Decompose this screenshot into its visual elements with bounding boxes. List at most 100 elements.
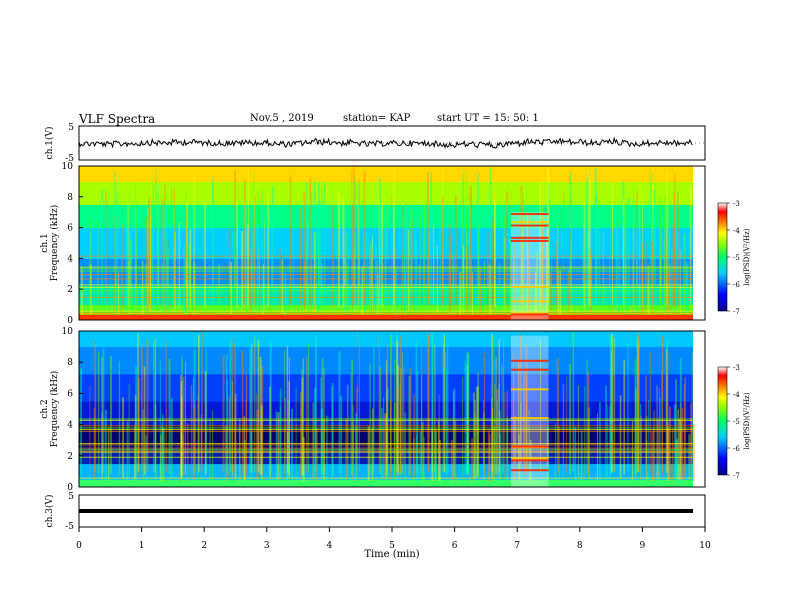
spectrogram-cell	[651, 242, 654, 313]
spectrogram-cell	[610, 351, 612, 474]
spectrogram-cell	[510, 286, 549, 289]
spectrogram-cell	[483, 353, 485, 474]
spectrogram-cell	[562, 384, 564, 477]
spectrogram-cell	[122, 397, 124, 479]
spectrogram-cell	[194, 404, 196, 479]
spectrogram-cell	[166, 239, 169, 312]
spectrogram-cell	[165, 339, 167, 473]
spectrogram-cell	[79, 300, 693, 306]
spectrogram-cell	[510, 212, 549, 320]
spectrogram-cell	[233, 208, 236, 309]
spectrogram-cell	[89, 264, 92, 315]
spectrogram-cell	[163, 201, 165, 309]
spectrogram-cell	[106, 193, 108, 308]
spectrogram-cell	[396, 388, 398, 478]
spectrogram-cell	[465, 169, 468, 305]
spectrogram-cell	[352, 404, 354, 479]
spectrogram-cell	[321, 189, 323, 307]
spectrogram-cell	[145, 218, 148, 310]
spectrogram-cell	[431, 428, 434, 482]
spectrogram-cell	[523, 371, 526, 476]
spectrogram-cell	[79, 366, 693, 371]
spectrogram-cell	[147, 207, 149, 309]
spectrogram-cell	[496, 400, 498, 479]
spectrogram-cell	[160, 198, 163, 308]
spectrogram-cell	[229, 339, 232, 473]
colorbar-tick-label: -6	[733, 281, 740, 289]
waveform-ch1-ytick-top: 5	[68, 123, 74, 133]
spectrogram-cell	[534, 271, 537, 316]
waveform-ch1-ylabel: ch.1(V)	[44, 127, 55, 160]
spectrogram-cell	[269, 341, 272, 473]
spectrogram-cell	[79, 284, 693, 286]
spectrogram-cell	[684, 376, 687, 476]
spectrogram-cell	[384, 206, 387, 309]
spectrogram-cell	[79, 428, 693, 433]
spectrogram-cell	[587, 170, 589, 306]
spectrogram-cell	[181, 356, 183, 474]
spectrogram-cell	[652, 182, 654, 307]
spectrogram-cell	[539, 181, 542, 307]
spectrogram-cell	[79, 451, 693, 457]
spectrogram-cell	[625, 257, 627, 314]
spectrogram-cell	[404, 412, 406, 480]
spectrogram-cell	[204, 201, 206, 309]
spectrogram-cell	[510, 239, 549, 242]
spectrogram-cell	[157, 201, 159, 309]
spectrogram-cell	[477, 372, 479, 476]
spectrogram-cell	[125, 220, 128, 311]
spectrogram-cell	[572, 331, 575, 472]
spectrogram-cell	[279, 388, 282, 478]
spectrogram-cell	[452, 391, 455, 478]
spectrogram-cell	[549, 272, 552, 316]
spectrogram-cell	[639, 403, 642, 479]
spectrogram-cell	[313, 232, 316, 312]
spectrogram-cell	[79, 479, 693, 484]
spectrogram-cell	[306, 357, 308, 475]
spectrogram-cell	[496, 388, 499, 478]
spectrogram-cell	[371, 428, 373, 482]
spectrogram-cell	[79, 216, 693, 221]
spectrogram-cell	[251, 218, 253, 310]
spectrogram-cell	[145, 263, 148, 315]
spectrogram-cell	[271, 186, 274, 307]
spectrogram-cell	[509, 238, 512, 312]
spectrogram-cell	[432, 333, 434, 472]
spectrogram-cell	[491, 334, 494, 472]
spectrogram-cell	[546, 427, 549, 482]
spectrogram-cell	[79, 254, 693, 259]
spectrogram-cell	[692, 423, 695, 481]
spectrogram-cell	[474, 400, 476, 479]
spectrogram-cell	[653, 189, 656, 307]
spectrogram-cell	[587, 371, 590, 476]
spectrogram-cell	[118, 272, 120, 316]
spectrogram-cell	[394, 269, 397, 315]
spectrogram-cell	[79, 418, 693, 420]
spectrogram-cell	[79, 219, 693, 225]
spectrogram-cell	[449, 235, 452, 312]
spectrogram-cell	[493, 425, 496, 481]
spectrogram-cell	[79, 393, 693, 398]
spectrogram-cell	[197, 394, 199, 478]
spectrogram-cell	[79, 419, 693, 421]
spectrogram-cell	[79, 185, 693, 190]
spectrogram-cell	[378, 336, 381, 472]
spectrogram-cell	[434, 345, 436, 473]
spectrogram-cell	[249, 348, 251, 474]
spectrogram-cell	[286, 431, 289, 482]
spectrogram-cell	[267, 190, 270, 308]
spectrogram-cell	[399, 335, 401, 472]
spectrogram-cell	[498, 338, 500, 473]
spectrogram-cell	[79, 243, 693, 248]
spectrogram-cell	[419, 214, 421, 310]
spectrogram-cell	[79, 440, 693, 445]
colorbar-tick-label: -4	[733, 391, 740, 399]
spectrogram-cell	[301, 377, 304, 477]
spectrogram-cell	[559, 269, 562, 315]
spectrogram-cell	[188, 243, 190, 313]
spectrogram-cell	[256, 193, 259, 308]
spectrogram-cell	[409, 368, 412, 476]
spectrogram-cell	[108, 427, 110, 482]
spectrogram-cell	[79, 208, 693, 213]
spectrogram-cell	[370, 241, 373, 313]
